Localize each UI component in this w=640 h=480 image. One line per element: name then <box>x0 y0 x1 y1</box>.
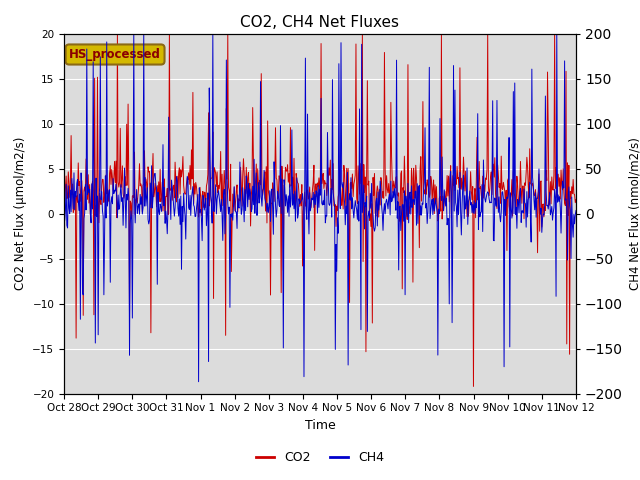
Legend: CO2, CH4: CO2, CH4 <box>251 446 389 469</box>
CH4 <box>195 379 202 384</box>
CO2 <box>202 204 209 210</box>
CH4 <box>122 225 130 231</box>
CO2 <box>397 168 405 174</box>
Y-axis label: CO2 Net Flux (μmol/m2/s): CO2 Net Flux (μmol/m2/s) <box>13 137 27 290</box>
CO2 <box>69 209 77 215</box>
CO2 <box>572 197 580 203</box>
X-axis label: Time: Time <box>305 419 335 432</box>
Line: CO2: CO2 <box>64 34 576 386</box>
Title: CO2, CH4 Net Fluxes: CO2, CH4 Net Fluxes <box>241 15 399 30</box>
CH4 <box>399 202 406 208</box>
Y-axis label: CH4 Net Flux (nmol/m2/s): CH4 Net Flux (nmol/m2/s) <box>628 137 640 290</box>
CH4 <box>60 212 68 218</box>
CO2 <box>60 191 68 196</box>
CH4 <box>572 208 580 214</box>
Text: HS_processed: HS_processed <box>69 48 161 61</box>
CH4 <box>203 223 211 228</box>
CO2 <box>123 121 131 127</box>
CO2 <box>383 173 390 179</box>
CH4 <box>383 200 391 206</box>
CH4 <box>69 206 77 212</box>
Line: CH4: CH4 <box>64 34 576 382</box>
CO2 <box>470 384 477 389</box>
CO2 <box>175 170 182 176</box>
CH4 <box>175 213 182 219</box>
CH4 <box>130 31 138 36</box>
CO2 <box>113 31 121 36</box>
